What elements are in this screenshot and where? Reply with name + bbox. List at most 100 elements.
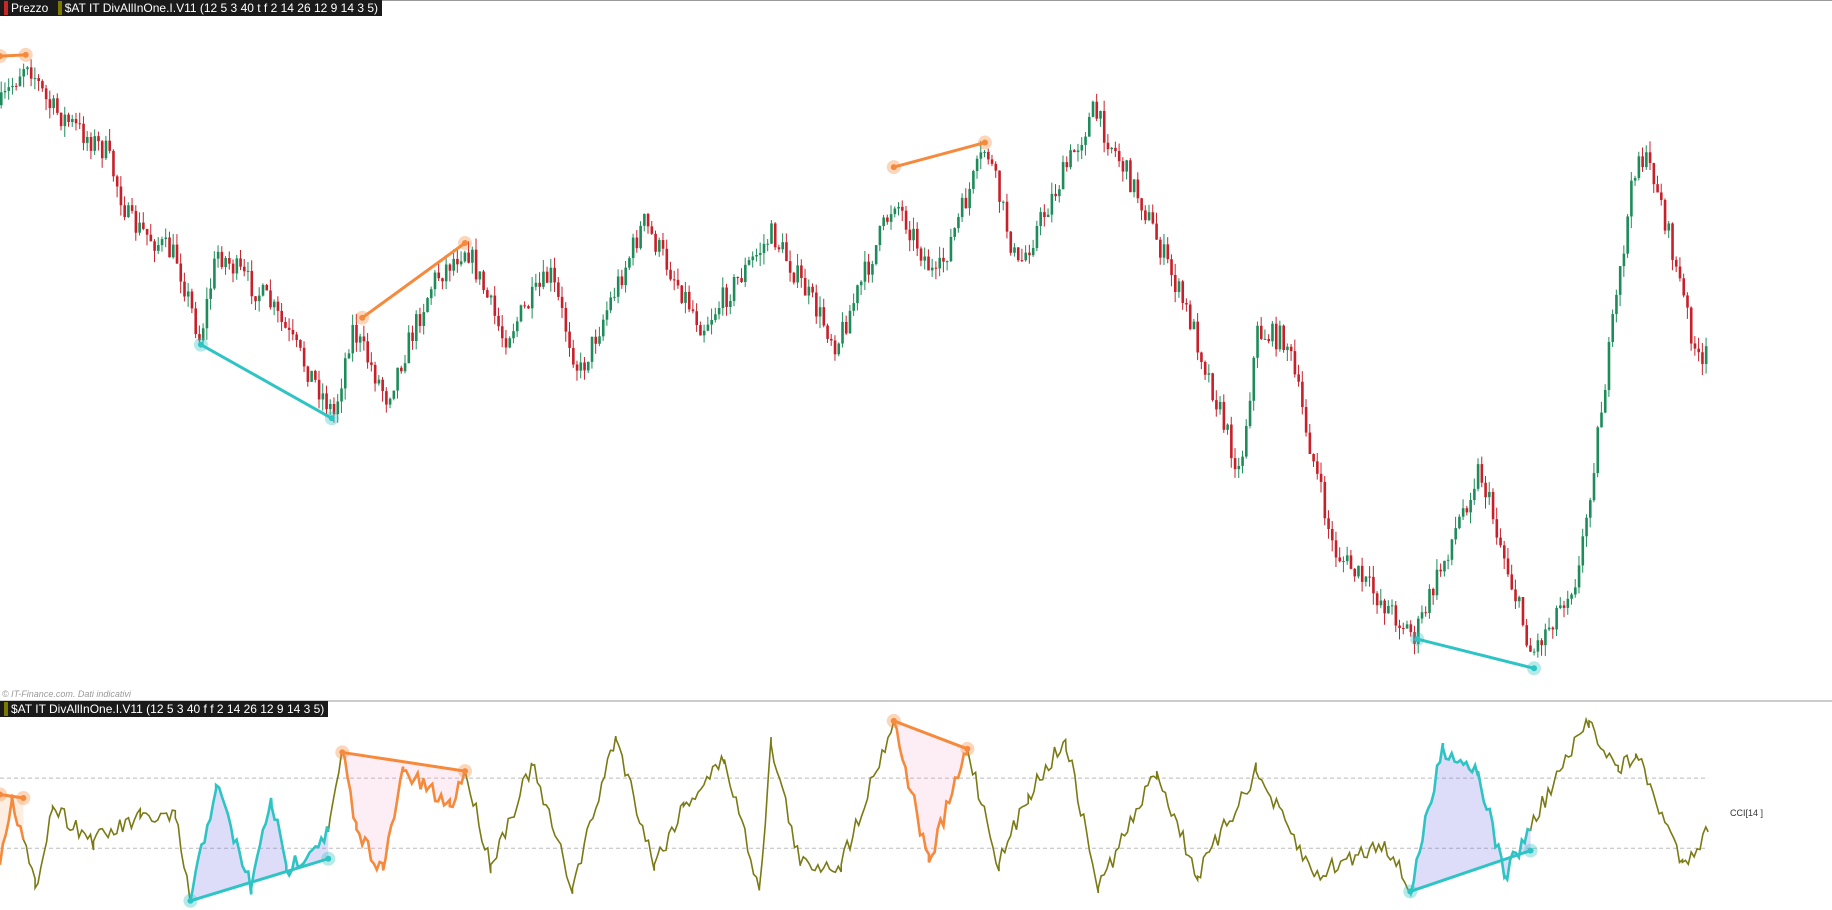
candle-body [392, 390, 396, 399]
candle-body [912, 228, 915, 241]
candle-body [448, 264, 452, 271]
candle-body [714, 314, 717, 320]
candle-body [1596, 427, 1600, 474]
candle-body [314, 370, 317, 380]
candle-body [1383, 600, 1386, 614]
candle-body [127, 205, 130, 218]
candle-body [343, 358, 347, 389]
candle-body [1304, 407, 1308, 433]
candle-body [1170, 259, 1173, 276]
candle-body [284, 321, 287, 328]
divergence-point [359, 314, 366, 321]
candle-body [957, 217, 960, 229]
candle-body [1473, 488, 1476, 500]
candle-body [1499, 537, 1502, 546]
candle-body [452, 258, 455, 271]
candle-body [198, 334, 201, 341]
candle-body [1345, 555, 1349, 562]
candle-body [635, 237, 639, 249]
candle-body [1301, 381, 1304, 408]
indicator-label[interactable]: $AT IT DivAllInOne.I.V11 (12 5 3 40 f f … [4, 702, 325, 716]
candle-body [1286, 346, 1289, 350]
candle-body [1061, 162, 1065, 190]
candle-body [1159, 239, 1162, 258]
divergence-line [893, 719, 968, 751]
candle-body [1349, 555, 1353, 569]
candle-body [1398, 625, 1401, 629]
candle-body [1618, 266, 1622, 295]
candle-body [1233, 458, 1237, 470]
candle-body [287, 327, 291, 330]
candle-body [785, 242, 788, 262]
candle-body [1005, 201, 1009, 232]
candle-body [373, 364, 377, 384]
divergence-point [462, 768, 469, 775]
candle-body [1678, 266, 1682, 279]
candle-body [115, 176, 119, 187]
candle-body [1360, 565, 1364, 582]
candle-body [104, 140, 108, 159]
divergence-curve [189, 782, 330, 902]
price-pane-label[interactable]: Prezzo [4, 1, 49, 15]
candle-body [1510, 574, 1514, 590]
candle-body [1704, 346, 1708, 364]
candle-body [175, 244, 179, 264]
candle-body [444, 264, 448, 282]
candle-body [609, 297, 613, 311]
candle-body [1099, 111, 1102, 119]
candle-body [377, 379, 381, 384]
candle-body [1645, 152, 1648, 168]
candle-body [530, 286, 534, 309]
candle-body [1562, 605, 1566, 608]
candle-body [871, 264, 874, 275]
candle-body [1248, 400, 1252, 427]
candle-body [1293, 351, 1297, 375]
candle-body [1405, 624, 1409, 629]
divergence-line [0, 53, 26, 58]
candle-body [1450, 539, 1454, 560]
candle-body [1095, 101, 1099, 119]
candle-body [856, 285, 859, 304]
candle-body [598, 336, 601, 344]
candle-body [1245, 426, 1248, 457]
candle-body [968, 188, 971, 209]
candle-body [1185, 303, 1188, 305]
candle-body [1689, 307, 1693, 344]
candle-body [422, 312, 426, 326]
candle-body [1147, 212, 1151, 221]
candle-body [904, 210, 908, 230]
candle-body [788, 261, 792, 273]
candle-body [658, 240, 661, 252]
candle-body [908, 229, 912, 241]
candle-body [1686, 295, 1689, 308]
candle-body [1547, 627, 1551, 630]
candle-body [1648, 152, 1652, 164]
candle-body [59, 112, 63, 127]
candle-body [1480, 464, 1484, 483]
candle-body [990, 159, 994, 164]
candle-body [1603, 389, 1607, 413]
candle-body [979, 152, 983, 159]
candle-body [1588, 500, 1592, 518]
candle-body [93, 136, 97, 151]
candle-body [702, 330, 706, 336]
divergence-zone [0, 794, 24, 865]
candle-body [803, 277, 807, 296]
divergence-curve [0, 794, 25, 865]
candle-body [366, 341, 369, 363]
divergence-curve [341, 751, 467, 873]
candle-body [1592, 473, 1596, 501]
candle-body [1237, 465, 1241, 470]
candle-body [643, 213, 646, 226]
candle-body [1372, 576, 1375, 594]
candle-body [358, 336, 362, 343]
candle-body [515, 321, 519, 332]
divergence-point [890, 164, 897, 171]
indicator-label[interactable]: $AT IT DivAllInOne.I.V11 (12 5 3 40 t f … [57, 1, 379, 15]
candle-body [508, 338, 512, 348]
candle-body [811, 286, 814, 293]
candle-body [1439, 569, 1443, 572]
candle-body [74, 119, 78, 124]
candle-body [1611, 314, 1615, 342]
